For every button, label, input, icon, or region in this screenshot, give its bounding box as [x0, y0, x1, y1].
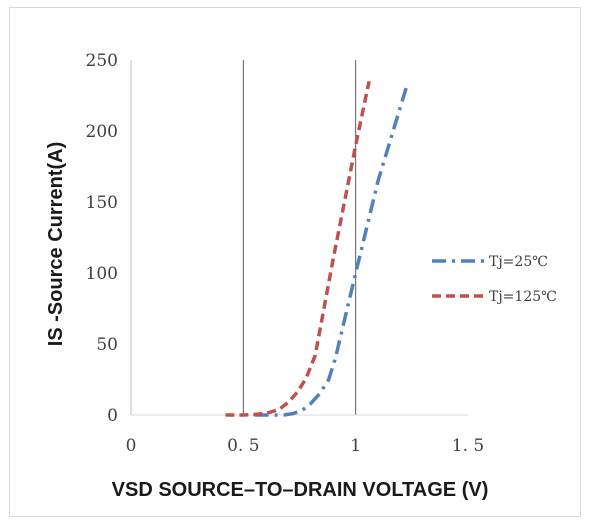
grid-layer	[242, 60, 357, 415]
chart-frame	[9, 7, 581, 517]
series-layer	[224, 80, 409, 417]
legend-item-tj25: Tj=25℃	[432, 254, 548, 270]
series-0-point-7	[327, 378, 330, 381]
series-1-point-6	[296, 391, 299, 394]
series-0-point-6	[318, 392, 321, 395]
y-tick-label-0: 0	[107, 406, 118, 426]
series-1-point-0	[224, 413, 227, 416]
series-1-point-4	[278, 408, 281, 411]
series-1-point-8	[314, 354, 317, 357]
series-1-point-9	[332, 257, 335, 260]
axis-layer	[130, 60, 468, 416]
y-axis-title: IS -Source Current(A)	[45, 142, 67, 346]
legend-item-tj125: Tj=125℃	[432, 289, 557, 305]
x-tick-label-1: 0. 5	[227, 436, 259, 456]
series-1-point-7	[305, 376, 308, 379]
legend-label-tj125: Tj=125℃	[489, 289, 557, 305]
series-0-point-2	[282, 413, 285, 416]
series-0-point-11	[406, 83, 409, 86]
x-tick-label-3: 1. 5	[452, 436, 484, 456]
series-1-point-2	[255, 413, 258, 416]
series-0-point-5	[309, 402, 312, 405]
x-axis-title: VSD SOURCE–TO–DRAIN VOLTAGE (V)	[112, 479, 489, 501]
y-tick-label-4: 200	[86, 122, 118, 142]
tick-label-layer: 0 50 100 150 200 250 0 0. 5 1 1. 5	[86, 51, 485, 456]
series-0	[254, 83, 409, 417]
series-line-0	[254, 83, 409, 417]
x-tick-label-0: 0	[126, 436, 137, 456]
legend: Tj=25℃ Tj=125℃	[432, 254, 557, 305]
series-line-1	[225, 80, 371, 417]
series-1-point-11	[368, 80, 371, 83]
y-tick-label-5: 250	[86, 51, 118, 71]
series-0-point-3	[291, 412, 294, 415]
x-tick-label-2: 1	[350, 436, 361, 456]
series-0-point-10	[377, 179, 380, 182]
legend-label-tj25: Tj=25℃	[489, 254, 548, 270]
series-1	[224, 80, 371, 417]
series-1-point-1	[242, 413, 245, 416]
y-tick-label-1: 50	[96, 335, 118, 355]
series-1-point-10	[354, 144, 357, 147]
series-1-point-3	[269, 411, 272, 414]
y-tick-label-3: 150	[86, 193, 118, 213]
series-0-point-9	[354, 271, 357, 274]
series-1-point-5	[287, 401, 290, 404]
series-0-point-4	[300, 409, 303, 412]
series-0-point-8	[334, 357, 337, 360]
y-tick-label-2: 100	[86, 264, 118, 284]
